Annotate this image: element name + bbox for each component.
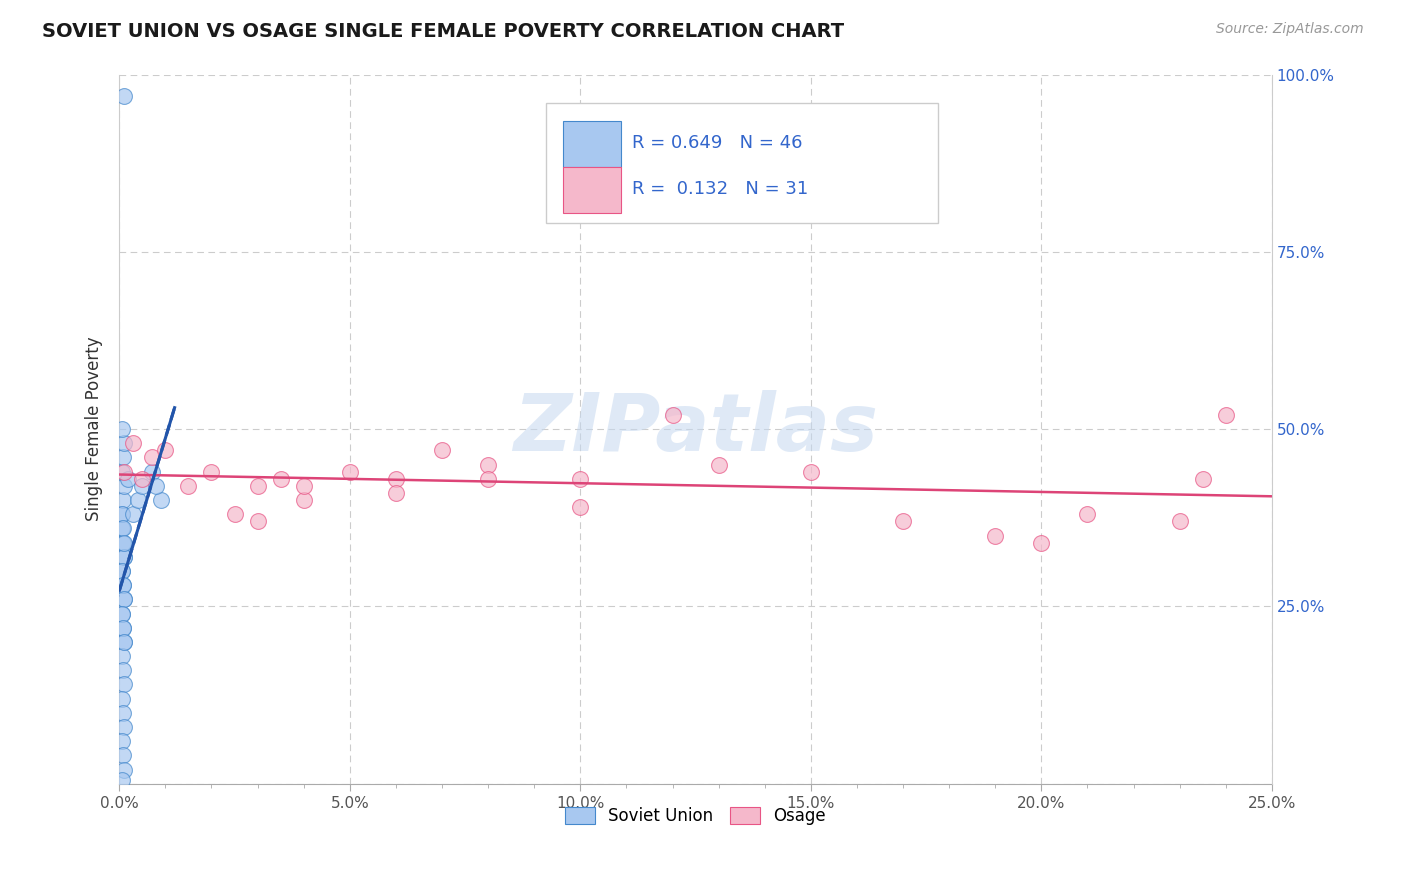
Point: [127, 493, 149, 508]
Point: [477, 472, 499, 486]
Point: [177, 479, 200, 493]
Point: [891, 514, 914, 528]
Point: [292, 493, 315, 508]
Point: [131, 472, 153, 486]
Point: [270, 472, 292, 486]
Point: [112, 549, 135, 564]
Point: [117, 472, 139, 486]
Point: [112, 635, 135, 649]
Point: [707, 458, 730, 472]
Point: [569, 472, 592, 486]
Point: [110, 521, 132, 535]
Point: [112, 635, 135, 649]
Point: [110, 507, 132, 521]
Point: [155, 443, 177, 458]
Point: [111, 535, 134, 549]
Point: [111, 450, 134, 465]
Point: [111, 535, 134, 549]
Point: [145, 479, 167, 493]
Point: [111, 521, 134, 535]
Point: [111, 621, 134, 635]
Point: [339, 465, 361, 479]
Point: [110, 507, 132, 521]
Point: [385, 486, 408, 500]
Point: [477, 458, 499, 472]
Point: [110, 607, 132, 621]
Point: [1191, 472, 1213, 486]
Point: [224, 507, 246, 521]
Point: [112, 88, 135, 103]
Point: [200, 465, 222, 479]
Point: [110, 691, 132, 706]
Y-axis label: Single Female Poverty: Single Female Poverty: [86, 337, 103, 522]
Point: [112, 535, 135, 549]
Point: [111, 621, 134, 635]
Point: [110, 521, 132, 535]
Point: [110, 422, 132, 436]
Point: [292, 479, 315, 493]
Point: [112, 763, 135, 777]
Point: [122, 507, 145, 521]
Point: [110, 734, 132, 748]
Point: [111, 578, 134, 592]
Point: [569, 500, 592, 515]
Point: [246, 514, 269, 528]
Point: [112, 465, 135, 479]
Text: R = 0.649   N = 46: R = 0.649 N = 46: [633, 135, 803, 153]
Point: [246, 479, 269, 493]
Point: [112, 677, 135, 691]
Point: [131, 479, 153, 493]
Point: [111, 493, 134, 508]
Text: ZIPatlas: ZIPatlas: [513, 390, 879, 468]
Point: [984, 528, 1007, 542]
Legend: Soviet Union, Osage: Soviet Union, Osage: [565, 807, 827, 825]
Point: [112, 549, 135, 564]
Point: [112, 592, 135, 607]
Point: [110, 564, 132, 578]
Point: [1215, 408, 1237, 422]
Point: [141, 450, 163, 465]
Point: [122, 436, 145, 450]
Point: [110, 773, 132, 788]
Text: R =  0.132   N = 31: R = 0.132 N = 31: [633, 180, 808, 198]
Point: [112, 720, 135, 734]
Text: Source: ZipAtlas.com: Source: ZipAtlas.com: [1216, 22, 1364, 37]
Point: [385, 472, 408, 486]
Point: [111, 663, 134, 677]
Point: [149, 493, 172, 508]
FancyBboxPatch shape: [562, 167, 620, 213]
Point: [1076, 507, 1098, 521]
Point: [111, 706, 134, 720]
Point: [111, 578, 134, 592]
Point: [141, 465, 163, 479]
FancyBboxPatch shape: [546, 103, 938, 224]
Point: [800, 465, 823, 479]
Point: [661, 408, 683, 422]
Point: [110, 649, 132, 664]
Point: [1031, 535, 1053, 549]
Point: [110, 465, 132, 479]
Text: SOVIET UNION VS OSAGE SINGLE FEMALE POVERTY CORRELATION CHART: SOVIET UNION VS OSAGE SINGLE FEMALE POVE…: [42, 22, 845, 41]
Point: [110, 564, 132, 578]
Point: [111, 748, 134, 763]
Point: [430, 443, 453, 458]
Point: [112, 436, 135, 450]
Point: [1168, 514, 1191, 528]
Point: [112, 479, 135, 493]
Point: [112, 592, 135, 607]
Point: [110, 607, 132, 621]
FancyBboxPatch shape: [562, 120, 620, 167]
